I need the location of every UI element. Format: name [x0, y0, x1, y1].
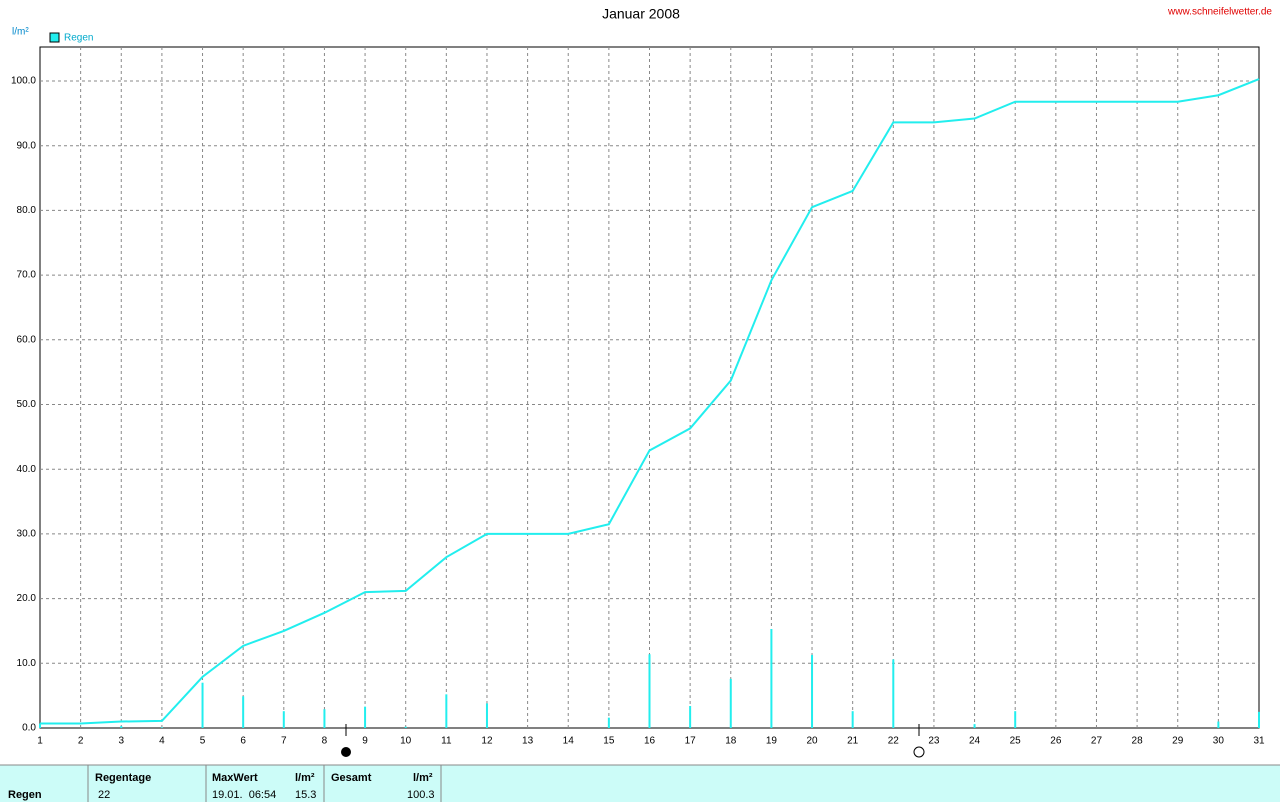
y-tick-label: 30.0 — [17, 529, 37, 540]
bar — [729, 678, 732, 728]
y-tick-label: 10.0 — [17, 658, 37, 669]
y-tick-label: 50.0 — [17, 399, 37, 410]
summary-value: 15.3 — [295, 789, 316, 801]
x-tick-label: 21 — [847, 736, 859, 747]
summary-value: 22 — [98, 789, 110, 801]
bar — [973, 724, 976, 728]
x-tick-label: 22 — [888, 736, 900, 747]
full-moon-icon — [913, 746, 925, 758]
bar — [445, 694, 448, 728]
x-tick-label: 24 — [969, 736, 981, 747]
summary-header: MaxWert — [212, 772, 258, 784]
x-tick-label: 3 — [118, 736, 124, 747]
bar — [120, 726, 123, 728]
y-tick-label: 80.0 — [17, 205, 37, 216]
bar — [1014, 711, 1017, 728]
x-tick-label: 27 — [1091, 736, 1103, 747]
x-tick-label: 28 — [1132, 736, 1144, 747]
summary-value: 100.3 — [407, 789, 435, 801]
x-tick-label: 7 — [281, 736, 287, 747]
x-tick-label: 8 — [322, 736, 328, 747]
bar — [282, 711, 285, 728]
y-tick-label: 70.0 — [17, 270, 37, 281]
summary-row-label: Regen — [8, 789, 42, 801]
y-tick-label: 90.0 — [17, 140, 37, 151]
summary-value: 19.01. 06:54 — [212, 789, 276, 801]
summary-header: l/m² — [413, 772, 433, 784]
legend-swatch — [49, 32, 60, 43]
y-axis-label: l/m² — [12, 27, 29, 38]
bar — [404, 726, 407, 728]
x-tick-label: 25 — [1010, 736, 1022, 747]
bar — [851, 711, 854, 728]
x-tick-label: 17 — [685, 736, 697, 747]
bar — [607, 717, 610, 728]
bar — [1217, 721, 1220, 728]
x-tick-label: 20 — [806, 736, 818, 747]
x-tick-label: 30 — [1213, 736, 1225, 747]
x-tick-label: 31 — [1253, 736, 1265, 747]
plot-frame — [39, 46, 1260, 729]
x-tick-label: 11 — [441, 736, 452, 747]
x-tick-label: 26 — [1050, 736, 1062, 747]
legend-label: Regen — [64, 33, 93, 44]
x-tick-label: 2 — [78, 736, 84, 747]
summary-header: Gesamt — [331, 772, 372, 784]
x-tick-label: 6 — [240, 736, 246, 747]
new-moon-icon — [341, 747, 351, 757]
x-tick-label: 9 — [362, 736, 368, 747]
x-tick-label: 29 — [1172, 736, 1184, 747]
x-tick-label: 15 — [603, 736, 615, 747]
bar — [892, 659, 895, 728]
x-tick-label: 23 — [928, 736, 940, 747]
bar — [39, 723, 41, 728]
bar — [1258, 711, 1260, 728]
bar — [648, 654, 651, 728]
y-tick-label: 100.0 — [11, 76, 36, 87]
x-tick-label: 13 — [522, 736, 534, 747]
bar — [364, 706, 367, 728]
bar — [201, 682, 204, 728]
line — [40, 78, 1260, 725]
y-tick-label: 0.0 — [22, 723, 36, 734]
bar — [689, 706, 692, 728]
bar — [160, 727, 163, 728]
x-tick-label: 1 — [37, 736, 43, 747]
summary-header: Regentage — [95, 772, 151, 784]
x-tick-label: 5 — [200, 736, 206, 747]
y-tick-label: 40.0 — [17, 464, 37, 475]
x-tick-label: 16 — [644, 736, 656, 747]
chart-title: Januar 2008 — [602, 6, 680, 22]
x-tick-label: 18 — [725, 736, 737, 747]
source: www.schneifelwetter.de — [1167, 7, 1272, 18]
summary-panel — [0, 765, 1280, 802]
x-tick-label: 14 — [563, 736, 575, 747]
y-tick-label: 60.0 — [17, 334, 37, 345]
bar — [485, 703, 488, 728]
x-tick-label: 12 — [481, 736, 493, 747]
x-tick-label: 19 — [766, 736, 778, 747]
bar — [770, 629, 773, 728]
bar — [811, 654, 814, 728]
bar — [323, 709, 326, 728]
y-tick-label: 20.0 — [17, 593, 37, 604]
bar — [242, 696, 245, 728]
x-tick-label: 4 — [159, 736, 165, 747]
x-tick-label: 10 — [400, 736, 412, 747]
summary-header: l/m² — [295, 772, 315, 784]
